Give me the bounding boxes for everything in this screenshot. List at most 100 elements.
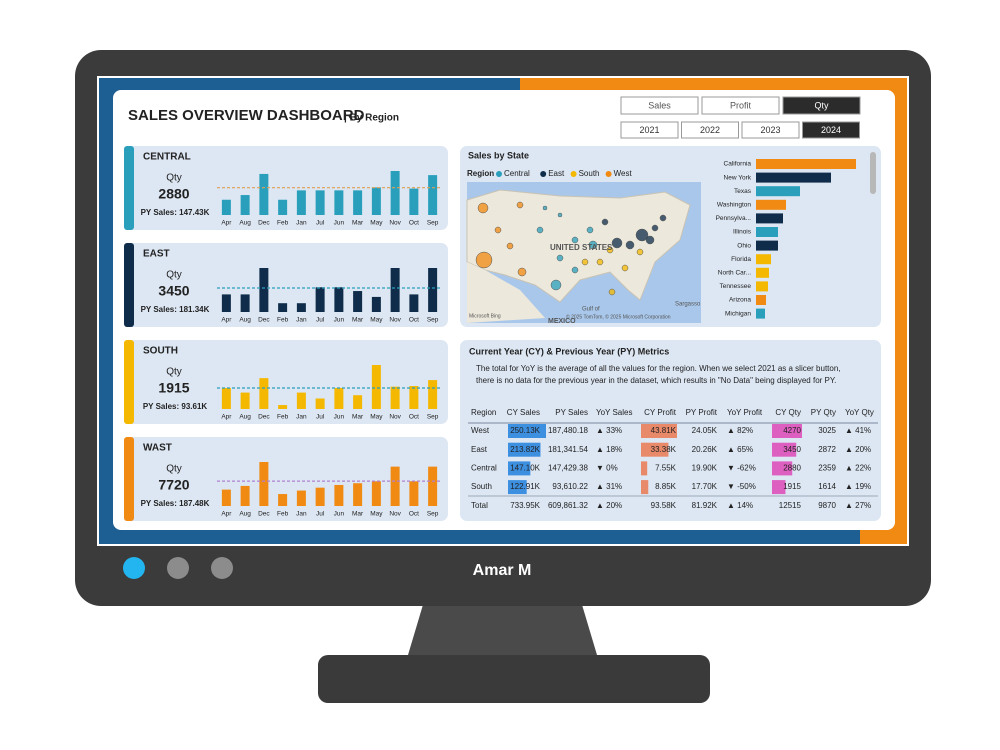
table-cell: ▲ 27% <box>845 501 871 510</box>
data-bar <box>772 480 786 495</box>
x-tick-label: Mar <box>352 220 364 227</box>
slicer-button[interactable] <box>741 121 800 139</box>
map-bubble <box>588 240 598 250</box>
legend-label: South <box>579 169 600 178</box>
data-bar <box>641 461 648 476</box>
region-card <box>124 146 448 230</box>
table-note: The total for YoY is the average of all … <box>476 364 841 373</box>
x-tick-label: Oct <box>409 220 419 227</box>
bar <box>371 481 381 506</box>
measure-label: Qty <box>166 270 182 281</box>
bar <box>409 386 419 409</box>
map-bubble <box>611 237 623 249</box>
table-cell: ▲ 41% <box>845 426 871 435</box>
table-cell: 2880 <box>783 464 801 473</box>
button[interactable] <box>167 557 189 579</box>
region-name: CENTRAL <box>143 152 191 163</box>
slicer-button[interactable] <box>782 96 861 115</box>
bar <box>278 405 288 409</box>
slicer-button[interactable] <box>802 121 860 139</box>
bar <box>756 240 778 251</box>
legend-label: East <box>548 169 565 178</box>
map-bubble <box>625 240 635 250</box>
table-cell: 213.82K <box>510 445 540 454</box>
bar <box>221 489 231 506</box>
x-tick-label: Jan <box>296 511 307 518</box>
bar <box>334 190 344 215</box>
x-tick-label: Mar <box>352 414 364 421</box>
table-cell: Central <box>471 464 497 473</box>
y-tick-label: Washington <box>717 202 751 209</box>
data-bar <box>772 442 797 457</box>
scrollbar[interactable] <box>870 152 876 194</box>
map-bubble <box>494 226 502 234</box>
y-tick-label: Illinois <box>733 229 752 236</box>
slicer-button[interactable] <box>701 96 780 115</box>
py-sales: PY Sales: 187.48K <box>141 499 210 508</box>
measure-label: Qty <box>166 367 182 378</box>
measure-label: Qty <box>166 173 182 184</box>
map-bubble <box>536 226 544 234</box>
table-cell: 20.26K <box>692 445 718 454</box>
table-header: PY Profit <box>686 408 718 417</box>
region-card <box>124 340 448 424</box>
map-bubble <box>606 246 614 254</box>
map-label: Gulf of <box>582 307 600 313</box>
bar <box>278 199 288 215</box>
table-cell: ▲ 20% <box>596 501 622 510</box>
table-header: YoY Profit <box>727 408 763 417</box>
y-tick-label: North Car... <box>718 270 751 277</box>
x-tick-label: Sep <box>427 317 439 324</box>
y-tick-label: Tennessee <box>720 283 752 290</box>
button[interactable] <box>211 557 233 579</box>
x-tick-label: Jan <box>296 220 307 227</box>
x-tick-label: Dec <box>258 220 270 227</box>
table-title: Current Year (CY) & Previous Year (PY) M… <box>469 346 669 356</box>
bar <box>756 227 778 237</box>
map-bubble <box>571 266 579 274</box>
map-bubble <box>659 214 667 222</box>
y-tick-label: New York <box>724 174 752 181</box>
table-cell: 2359 <box>818 464 836 473</box>
bar <box>259 378 269 409</box>
map-label: MEXICO <box>548 318 576 325</box>
table-cell: 3450 <box>783 445 801 454</box>
legend-label: Central <box>504 169 530 178</box>
table-cell: 4270 <box>783 426 801 435</box>
bar <box>756 159 856 169</box>
map-label: Microsoft Bing <box>469 313 501 319</box>
x-tick-label: Jul <box>316 511 325 518</box>
bar <box>240 294 250 312</box>
region-name: WAST <box>143 443 172 454</box>
x-tick-label: May <box>370 220 383 227</box>
data-bar <box>641 424 677 438</box>
region-card <box>124 437 448 521</box>
x-tick-label: Feb <box>277 511 289 518</box>
x-tick-label: Dec <box>258 511 270 518</box>
map-bubble <box>517 267 527 277</box>
table-header: PY Sales <box>555 408 588 417</box>
bar <box>371 365 381 409</box>
legend-marker <box>540 171 547 177</box>
table-cell: 93,610.22 <box>552 482 588 491</box>
table-cell: 43.81K <box>651 426 677 435</box>
table-cell: ▼ -50% <box>727 482 756 491</box>
x-tick-label: Apr <box>221 511 232 518</box>
dashboard-subtitle: | By Region <box>344 113 399 124</box>
x-tick-label: Jan <box>296 414 307 421</box>
table-cell: ▼ 0% <box>596 464 618 473</box>
table-cell: 19.90K <box>692 464 718 473</box>
slicer-button[interactable] <box>620 121 679 139</box>
table-cell: 609,861.32 <box>548 501 589 510</box>
bar <box>240 195 250 215</box>
x-tick-label: Jun <box>334 511 345 518</box>
table-cell: 81.92K <box>692 501 718 510</box>
slicer-button[interactable] <box>620 96 699 115</box>
slicer-button[interactable] <box>681 121 739 139</box>
author: Amar M <box>473 562 532 579</box>
x-tick-label: May <box>370 511 383 518</box>
y-tick-label: Ohio <box>737 242 751 249</box>
bar <box>390 386 400 409</box>
power-button[interactable] <box>123 557 145 579</box>
